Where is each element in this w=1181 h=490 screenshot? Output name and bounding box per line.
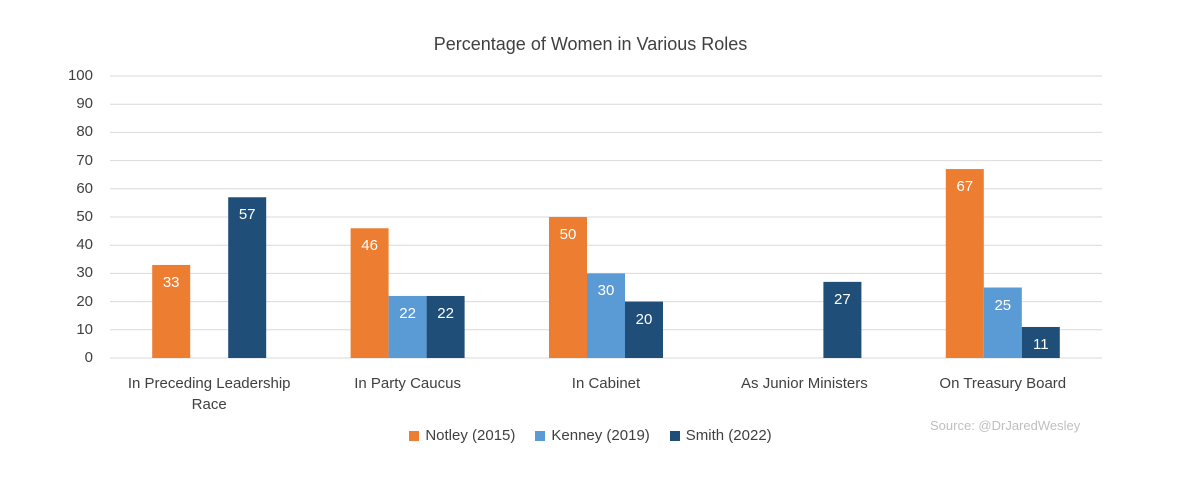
- y-tick-label: 60: [76, 179, 93, 197]
- legend: Notley (2015) Kenney (2019) Smith (2022): [0, 427, 1181, 444]
- data-label: 11: [1033, 335, 1049, 353]
- y-tick-label: 20: [76, 292, 93, 310]
- y-tick-label: 50: [76, 208, 93, 225]
- data-label: 20: [635, 310, 653, 328]
- legend-label: Notley (2015): [425, 427, 516, 444]
- data-label: 25: [994, 296, 1012, 314]
- y-tick-label: 0: [84, 349, 93, 366]
- bar: [945, 169, 984, 358]
- data-label: 50: [559, 226, 577, 243]
- legend-item: Notley (2015): [409, 427, 515, 444]
- bar: [549, 217, 587, 358]
- legend-label: Smith (2022): [685, 427, 772, 444]
- legend-swatch: [409, 430, 420, 441]
- bar: [983, 287, 1022, 358]
- bar: [228, 197, 267, 358]
- data-label: 33: [162, 273, 180, 291]
- x-tick-label: On Treasury Board: [939, 375, 1067, 392]
- legend-item: Kenney (2019): [535, 427, 650, 444]
- legend-item: Smith (2022): [669, 427, 772, 444]
- y-tick-label: 40: [76, 236, 93, 254]
- bar: [350, 228, 389, 358]
- y-tick-label: 100: [67, 67, 93, 84]
- bar: [388, 295, 427, 358]
- data-label: 57: [238, 206, 256, 224]
- bar: [587, 273, 625, 358]
- chart-title: Percentage of Women in Various Roles: [433, 34, 748, 54]
- data-label: 46: [361, 237, 378, 255]
- legend-swatch: [669, 430, 680, 441]
- y-tick-label: 90: [76, 95, 93, 113]
- data-label: 22: [437, 304, 454, 322]
- bar: [625, 301, 663, 358]
- y-tick-label: 80: [76, 123, 93, 141]
- x-tick-label: In Cabinet: [571, 375, 641, 392]
- legend-label: Kenney (2019): [551, 427, 650, 444]
- y-tick-label: 10: [76, 320, 93, 338]
- data-label: 27: [834, 290, 851, 308]
- bar: [426, 295, 465, 358]
- bar: [1021, 326, 1060, 358]
- bar: [152, 264, 191, 358]
- y-tick-label: 70: [76, 151, 93, 169]
- data-label: 22: [399, 304, 416, 322]
- source-note: Source: @DrJaredWesley: [930, 418, 1081, 433]
- legend-swatch: [535, 430, 546, 441]
- x-tick-label: In Preceding Leadership Race: [127, 375, 291, 413]
- x-tick-label: As Junior Ministers: [741, 375, 868, 392]
- bar: [823, 281, 862, 358]
- data-label: 67: [956, 178, 974, 196]
- x-tick-label: In Party Caucus: [354, 375, 461, 392]
- data-label: 30: [597, 282, 615, 300]
- y-tick-label: 30: [76, 264, 93, 282]
